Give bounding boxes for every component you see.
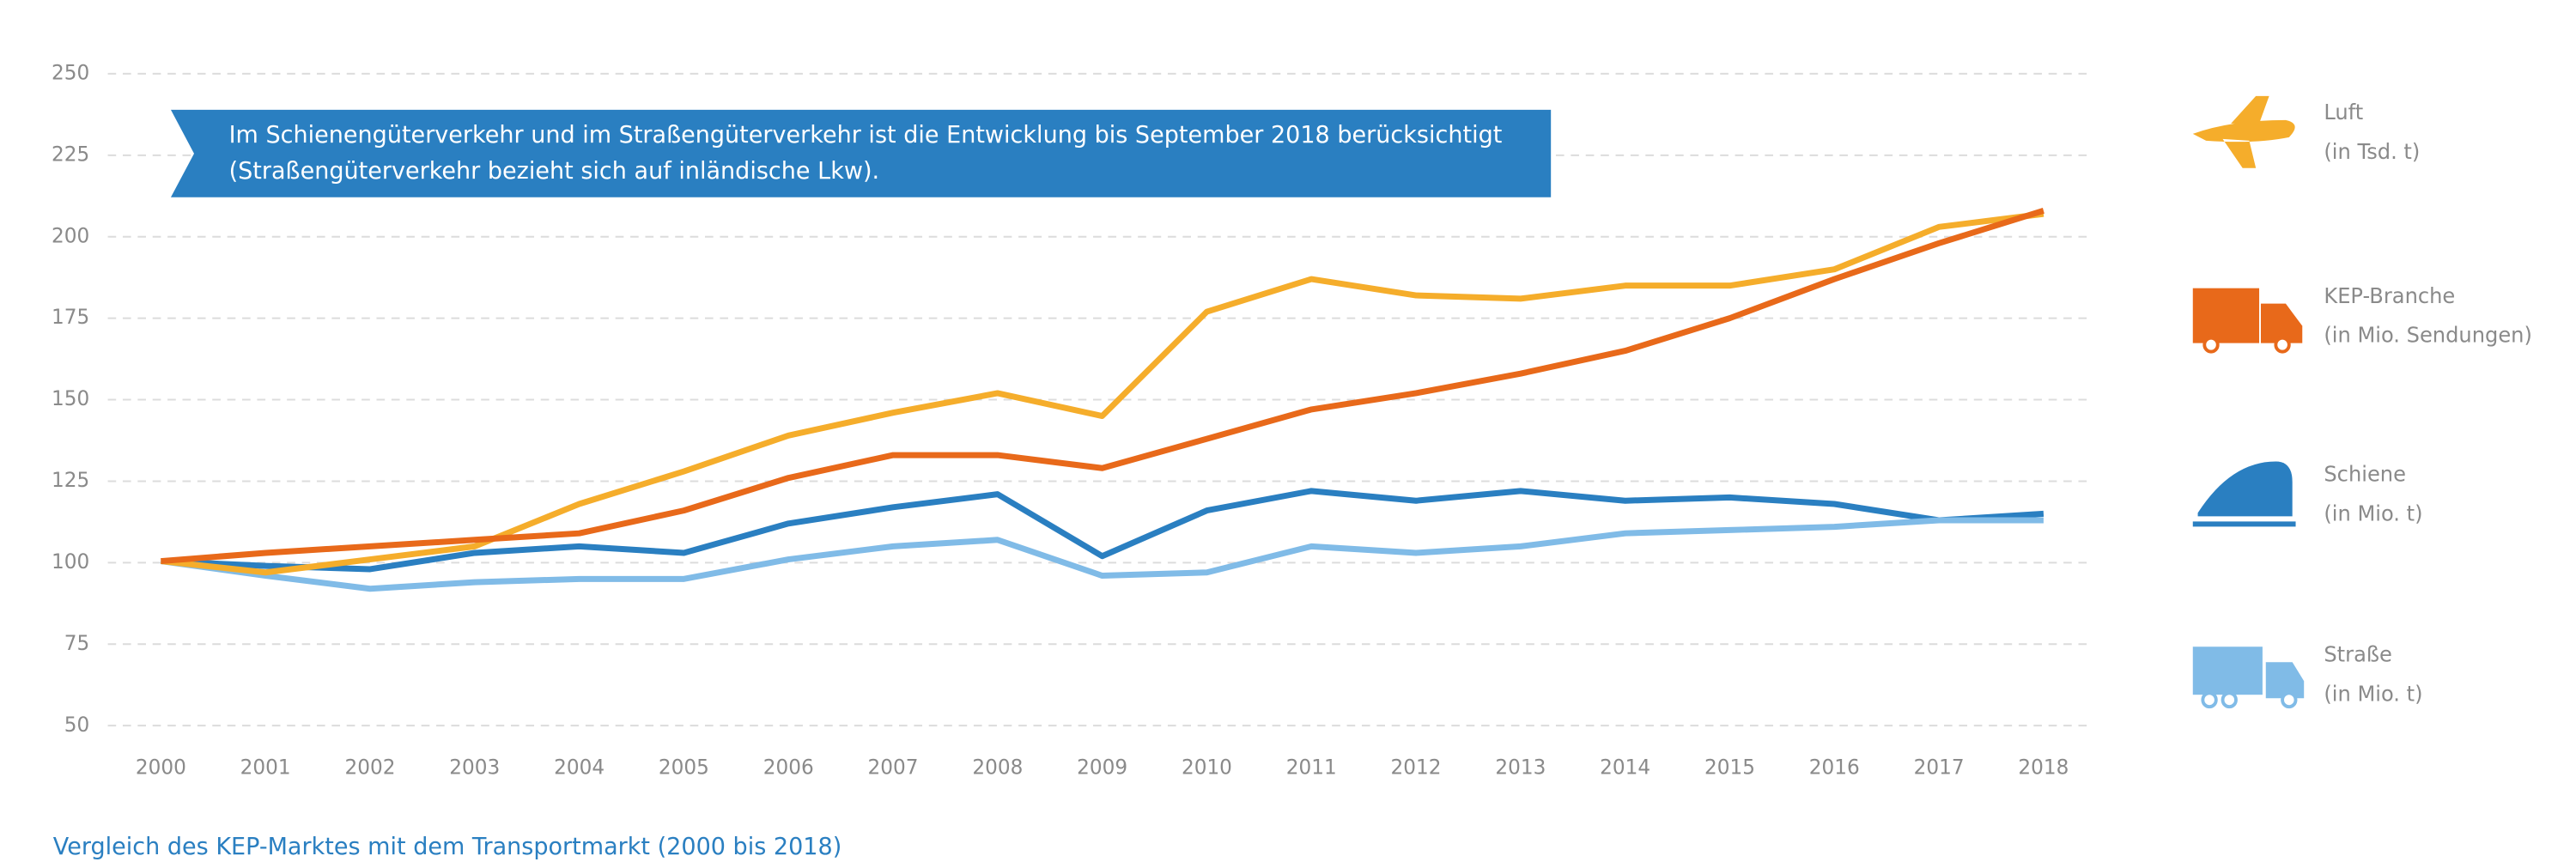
series-line [161,210,2044,576]
y-tick-label: 50 [64,712,90,736]
legend-unit: (in Mio. t) [2324,681,2422,706]
wheel [2201,691,2218,709]
legend-label: Luft [2324,100,2363,124]
x-tick-label: 2016 [1809,755,1860,779]
note-banner [170,109,1552,197]
x-tick-label: 2015 [1704,755,1755,779]
y-tick-label: 150 [52,386,89,410]
x-tick-label: 2014 [1600,755,1650,779]
x-tick-label: 2001 [240,755,291,779]
series-line [161,208,2044,565]
legend-icon [2192,95,2295,168]
x-tick-label: 2002 [344,755,395,779]
y-tick-label: 125 [52,468,89,492]
train-icon [2197,461,2293,517]
wheel [2202,336,2220,354]
wheel [2281,691,2298,709]
x-tick-label: 2006 [763,755,814,779]
wheel [2221,691,2238,709]
x-tick-label: 2017 [1914,755,1965,779]
legend-label: KEP-Branche [2324,282,2455,307]
wheel [2274,336,2291,354]
x-tick-label: 2013 [1495,755,1546,779]
legend-unit: (in Mio. t) [2324,501,2422,525]
x-tick-label: 2005 [659,755,709,779]
series-line [161,488,2044,573]
x-tick-label: 2018 [2018,755,2069,779]
x-tick-label: 2010 [1182,755,1232,779]
legend-label: Schiene [2324,461,2406,486]
x-tick-label: 2008 [972,755,1023,779]
note-text: Im Schienengüterverkehr und im Straßengü… [229,121,1503,149]
note-text: (Straßengüterverkehr bezieht sich auf in… [229,157,880,185]
rail [2192,521,2296,527]
x-tick-label: 2009 [1077,755,1127,779]
series-line [160,517,2044,592]
x-tick-label: 2012 [1391,755,1442,779]
truck-icon [2260,303,2303,343]
x-tick-label: 2000 [136,755,186,779]
x-tick-label: 2007 [868,755,919,779]
truck-icon [2265,662,2305,699]
y-tick-label: 75 [64,630,90,654]
y-tick-label: 175 [52,305,89,329]
y-tick-label: 200 [52,223,89,247]
grid: 50 75 100 125 150 175 200 225 250 2000 2001 2002 200… [52,60,2087,780]
caption: Vergleich des KEP-Marktes mit dem Transp… [53,833,841,861]
legend-icon [2192,646,2305,709]
legend-unit: (in Tsd. t) [2324,139,2420,164]
y-tick-label: 225 [52,142,89,166]
x-tick-label: 2004 [554,755,605,779]
legend-icon [2192,461,2296,527]
plane-icon [2192,95,2295,168]
truck-icon [2192,646,2263,695]
truck-icon [2192,288,2260,343]
legend-label: Straße [2324,641,2392,666]
legend: Luft (in Tsd. t) KEP-Branche (in Mio. Sendu… [2192,95,2532,709]
y-tick-label: 100 [52,549,89,574]
legend-unit: (in Mio. Sendungen) [2324,322,2532,347]
legend-icon [2192,288,2303,354]
x-tick-label: 2003 [449,755,500,779]
x-tick-label: 2011 [1286,755,1337,779]
lines [160,208,2044,592]
y-tick-label: 250 [52,60,89,84]
